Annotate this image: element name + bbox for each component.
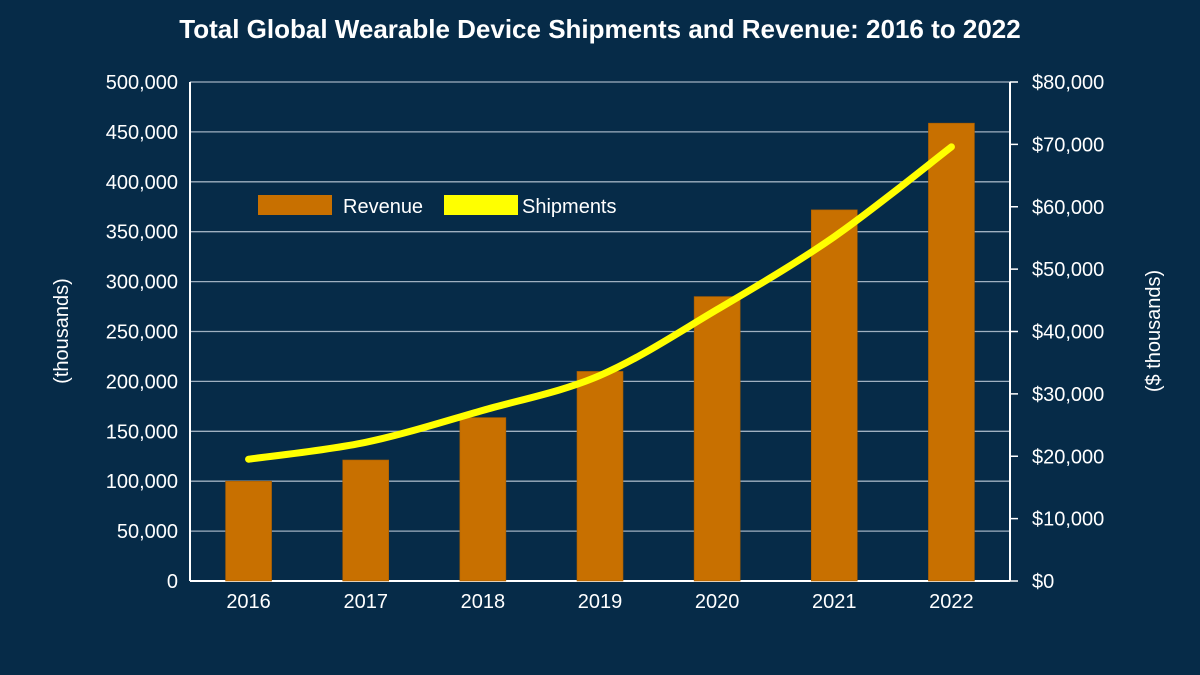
left-tick-label: 300,000 [106,272,178,294]
legend-revenue-swatch [258,195,332,215]
left-tick-label: 150,000 [106,421,178,443]
left-tick-label: 250,000 [106,322,178,344]
x-tick-label: 2022 [929,591,974,613]
left-axis-title: (thousands) [51,278,73,384]
x-tick-label: 2016 [226,591,271,613]
right-tick-label: $30,000 [1032,384,1104,406]
revenue-bar [459,417,507,582]
revenue-bar [342,459,390,582]
left-tick-label: 200,000 [106,371,178,393]
right-tick-label: $10,000 [1032,509,1104,531]
left-tick-label: 100,000 [106,471,178,493]
right-tick-label: $50,000 [1032,259,1104,281]
x-tick-label: 2019 [578,591,623,613]
x-tick-label: 2018 [461,591,506,613]
left-tick-label: 50,000 [117,521,178,543]
left-tick-label: 0 [167,571,178,593]
revenue-bar [225,480,272,582]
revenue-bar [810,209,858,582]
right-axis-title: ($ thousands) [1143,270,1165,392]
left-tick-label: 350,000 [106,222,178,244]
right-tick-label: $70,000 [1032,134,1104,156]
legend-revenue-label: Revenue [343,196,423,218]
right-tick-label: $80,000 [1032,72,1104,94]
revenue-bar [928,122,975,582]
left-tick-label: 500,000 [106,72,178,94]
x-tick-label: 2017 [343,591,388,613]
legend-shipments-label: Shipments [522,196,617,218]
right-tick-label: $0 [1032,571,1054,593]
revenue-bar [693,296,741,582]
left-tick-label: 450,000 [106,122,178,144]
right-tick-label: $40,000 [1032,322,1104,344]
x-tick-label: 2021 [812,591,857,613]
right-tick-label: $20,000 [1032,446,1104,468]
shipments-line [245,143,955,463]
legend-shipments-swatch [444,195,518,215]
chart-title: Total Global Wearable Device Shipments a… [179,14,1021,44]
revenue-bar [576,371,624,582]
right-tick-label: $60,000 [1032,197,1104,219]
left-tick-label: 400,000 [106,172,178,194]
x-tick-label: 2020 [695,591,740,613]
